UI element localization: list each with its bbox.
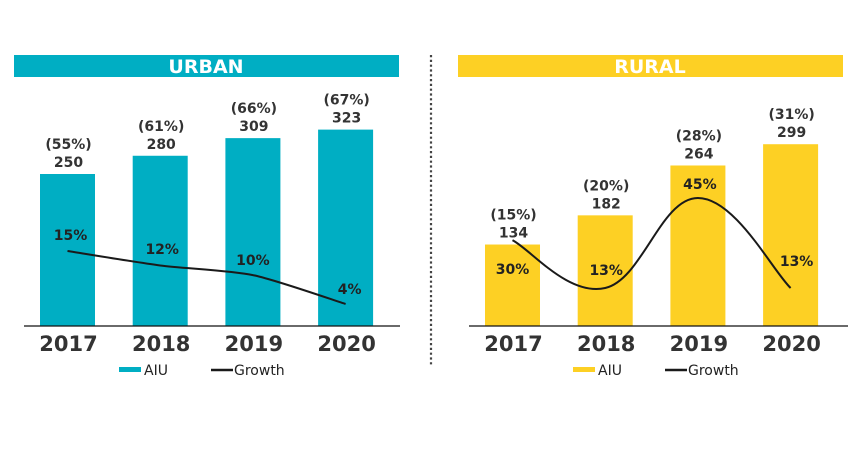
bar-share-label: (20%) [583,178,629,194]
legend-swatch-aiu [573,367,595,372]
bar-value-label: 280 [147,137,176,153]
rural-bar-2018 [577,215,633,326]
bar-value-label: 309 [239,119,268,135]
growth-value-label: 13% [589,263,623,279]
x-tick-label: 2018 [577,332,635,356]
urban-bar-2017 [40,174,95,326]
rural-growth-line [512,196,792,290]
legend-label-aiu: AIU [598,363,622,379]
urban-title: URBAN [168,56,243,78]
growth-value-label: 30% [496,262,530,278]
urban-legend: AIU Growth [119,363,285,379]
bar-share-label: (66%) [231,101,277,117]
bar-share-label: (28%) [676,128,722,144]
growth-value-label: 15% [54,228,88,244]
urban-bar-2019 [225,138,281,326]
x-tick-label: 2017 [39,332,97,356]
urban-header-bar [14,55,399,77]
rural-bar-2017 [485,244,540,326]
bar-value-label: 323 [332,111,361,127]
rural-header-bar [458,55,843,77]
growth-value-label: 12% [145,242,179,258]
bar-share-label: (55%) [45,137,91,153]
growth-value-label: 45% [683,177,717,193]
rural-legend: AIU Growth [573,363,739,379]
bar-value-label: 264 [684,146,713,162]
legend-label-growth: Growth [234,363,285,379]
legend-label-growth: Growth [688,363,739,379]
x-tick-label: 2020 [317,332,375,356]
bar-share-label: (31%) [768,107,814,123]
urban-bar-2018 [132,155,188,326]
rural-chart-panel: RURAL 134 (15%) 2017 182 (20%) 2018 264 (28%) 20… [458,55,848,379]
bar-value-label: 250 [54,155,83,171]
growth-value-label: 4% [338,282,362,298]
bar-share-label: (61%) [138,119,184,135]
rural-bar-2020 [763,144,819,326]
legend-label-aiu: AIU [144,363,168,379]
x-tick-label: 2019 [225,332,283,356]
growth-value-label: 13% [780,254,814,270]
rural-title: RURAL [614,56,686,78]
urban-chart-panel: URBAN 250 (55%) 2017 280 (61%) 2018 309 (66%) 20… [14,55,400,379]
urban-bar-2020 [318,129,374,326]
rural-bar-2019 [670,165,726,326]
bar-value-label: 134 [499,226,528,242]
bar-value-label: 299 [777,125,806,141]
bar-share-label: (15%) [490,208,536,224]
bar-value-label: 182 [592,196,621,212]
urban-growth-line [67,250,346,305]
x-tick-label: 2020 [762,332,820,356]
x-tick-label: 2018 [132,332,190,356]
bar-share-label: (67%) [323,93,369,109]
legend-swatch-aiu [119,367,141,372]
x-tick-label: 2017 [484,332,542,356]
x-tick-label: 2019 [670,332,728,356]
growth-value-label: 10% [236,253,270,269]
